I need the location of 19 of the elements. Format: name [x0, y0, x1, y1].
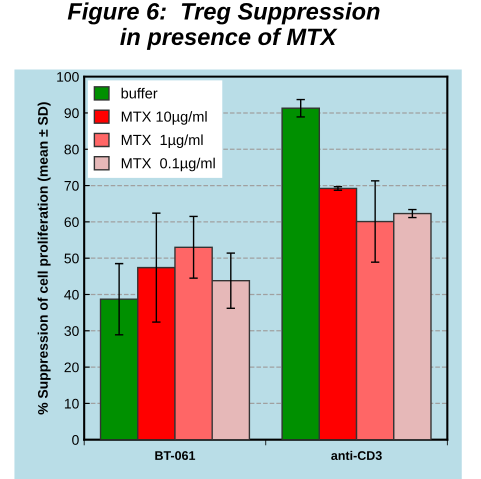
y-tick-label: 40 [64, 290, 79, 300]
legend-label: buffer [122, 88, 158, 99]
chart-title: Figure 6: Treg Suppression in presence of MTX [68, 2, 380, 50]
y-tick-label: 20 [64, 362, 79, 372]
x-tick-label: BT-061 [155, 451, 196, 460]
y-tick-label: 50 [64, 254, 79, 264]
y-tick-label: 0 [72, 435, 79, 445]
y-tick-label: 70 [64, 180, 79, 191]
y-tick-label: 90 [64, 108, 79, 118]
legend-label: MTX 0.1µg/ml [122, 158, 215, 172]
y-tick-label: 30 [64, 326, 79, 336]
y-tick-label: 100 [57, 72, 79, 82]
legend-label: MTX 10µg/ml [122, 111, 207, 125]
x-tick-label: anti-CD3 [331, 450, 382, 460]
y-tick-label: 80 [64, 144, 79, 154]
legend-label: MTX 1µg/ml [122, 134, 203, 148]
y-tick-label: 60 [64, 217, 79, 228]
y-tick-label: 10 [64, 398, 79, 409]
y-axis-title: % Suppression of cell proliferation (mean ± SD) [38, 102, 51, 414]
